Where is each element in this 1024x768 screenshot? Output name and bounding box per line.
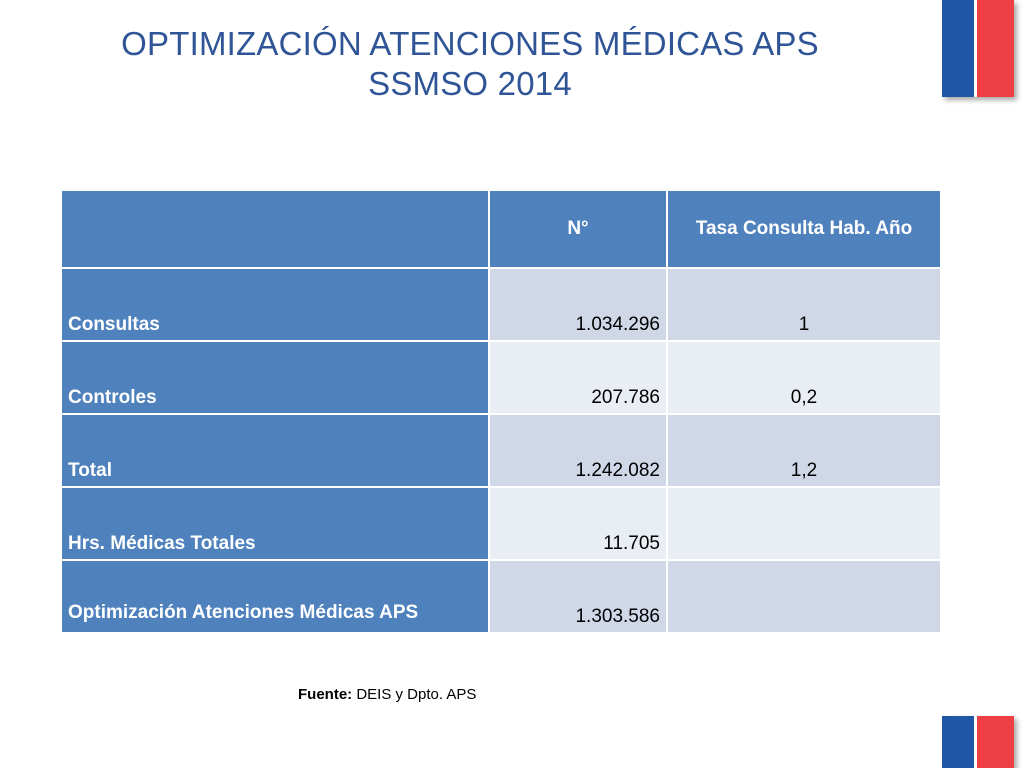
table-row: Hrs. Médicas Totales 11.705 bbox=[60, 486, 942, 561]
row-label: Controles bbox=[60, 340, 490, 415]
page-title-line1: OPTIMIZACIÓN ATENCIONES MÉDICAS APS bbox=[121, 25, 819, 62]
page-title-line2: SSMSO 2014 bbox=[368, 65, 572, 102]
data-table: N° Tasa Consulta Hab. Año Consultas 1.03… bbox=[60, 189, 942, 634]
row-n-value: 1.242.082 bbox=[488, 413, 668, 488]
row-tasa-value: 0,2 bbox=[666, 340, 942, 415]
row-tasa-value bbox=[666, 486, 942, 561]
flag-logo-top bbox=[942, 0, 1014, 97]
row-label: Hrs. Médicas Totales bbox=[60, 486, 490, 561]
table-row: Consultas 1.034.296 1 bbox=[60, 267, 942, 342]
row-tasa-value: 1 bbox=[666, 267, 942, 342]
page-title: OPTIMIZACIÓN ATENCIONES MÉDICAS APS SSMS… bbox=[60, 24, 880, 104]
source-text: DEIS y Dpto. APS bbox=[352, 686, 477, 703]
row-label: Total bbox=[60, 413, 490, 488]
table-header-row: N° Tasa Consulta Hab. Año bbox=[60, 189, 942, 269]
source-note: Fuente: DEIS y Dpto. APS bbox=[298, 686, 476, 703]
table-row: Optimización Atenciones Médicas APS 1.30… bbox=[60, 559, 942, 634]
row-n-value: 1.303.586 bbox=[488, 559, 668, 634]
row-tasa-value: 1,2 bbox=[666, 413, 942, 488]
row-tasa-value bbox=[666, 559, 942, 634]
table-header-empty bbox=[60, 189, 490, 269]
table-row: Controles 207.786 0,2 bbox=[60, 340, 942, 415]
flag-logo-bottom bbox=[942, 716, 1014, 768]
source-label: Fuente: bbox=[298, 686, 353, 703]
row-label: Consultas bbox=[60, 267, 490, 342]
table-row: Total 1.242.082 1,2 bbox=[60, 413, 942, 488]
row-n-value: 1.034.296 bbox=[488, 267, 668, 342]
row-label: Optimización Atenciones Médicas APS bbox=[60, 559, 490, 634]
row-n-value: 11.705 bbox=[488, 486, 668, 561]
table-header-tasa: Tasa Consulta Hab. Año bbox=[666, 189, 942, 269]
table-header-n: N° bbox=[488, 189, 668, 269]
row-n-value: 207.786 bbox=[488, 340, 668, 415]
